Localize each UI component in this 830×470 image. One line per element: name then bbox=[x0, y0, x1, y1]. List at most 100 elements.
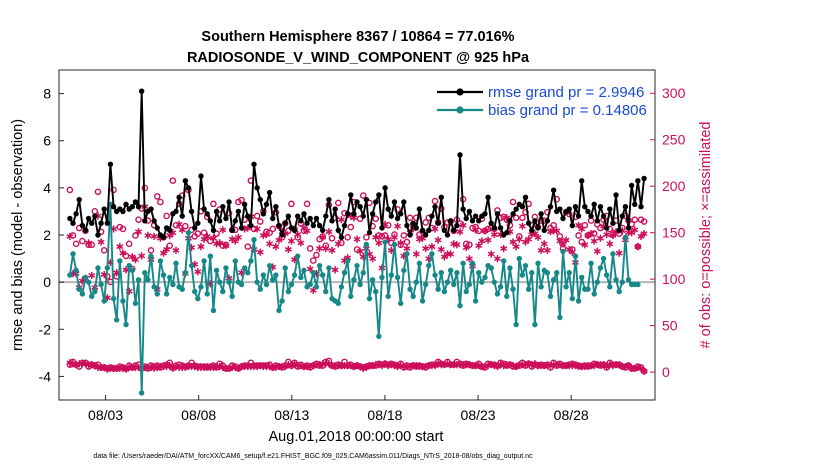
obs-possible-marker bbox=[313, 251, 320, 259]
rmse-point bbox=[329, 218, 335, 224]
bias-point bbox=[338, 284, 345, 290]
rmse-point bbox=[232, 218, 238, 224]
rmse-point bbox=[557, 206, 563, 212]
bias-point bbox=[550, 277, 557, 283]
obs-possible-marker bbox=[372, 215, 380, 223]
rmse-point bbox=[273, 204, 279, 210]
obs-assimilated-marker bbox=[565, 245, 573, 254]
obs-assimilated-marker bbox=[434, 236, 442, 244]
bias-point bbox=[326, 265, 332, 271]
obs-possible-marker bbox=[210, 200, 217, 208]
obs-assimilated-marker bbox=[456, 228, 464, 236]
obs-assimilated-marker bbox=[543, 246, 551, 254]
bias-point bbox=[301, 267, 307, 274]
rmse-point bbox=[632, 201, 638, 208]
rmse-point bbox=[594, 218, 601, 224]
obs-assimilated-marker bbox=[287, 237, 295, 245]
rmse-point bbox=[382, 185, 388, 191]
rmse-point bbox=[310, 222, 317, 229]
obs-assimilated-marker bbox=[453, 241, 461, 249]
obs-assimilated-marker bbox=[200, 235, 208, 243]
obs-assimilated-marker bbox=[319, 233, 327, 241]
rmse-point bbox=[472, 213, 479, 219]
obs-possible-marker bbox=[253, 212, 261, 220]
bias-point bbox=[572, 253, 579, 259]
rmse-point bbox=[179, 213, 185, 219]
rmse-point bbox=[357, 204, 363, 210]
obs-assimilated-marker bbox=[297, 239, 305, 247]
bias-point bbox=[591, 291, 597, 297]
bias-point bbox=[138, 390, 145, 396]
bias-point bbox=[488, 265, 494, 271]
bias-point bbox=[363, 241, 370, 248]
bias-point bbox=[463, 288, 469, 295]
rmse-point bbox=[638, 204, 644, 210]
bias-point bbox=[460, 260, 466, 266]
rmse-point bbox=[104, 220, 111, 226]
bias-point bbox=[385, 293, 391, 299]
rmse-point bbox=[610, 220, 616, 226]
bias-point bbox=[410, 293, 416, 299]
rmse-point bbox=[600, 213, 607, 219]
obs-assimilated-marker bbox=[222, 242, 230, 250]
rmse-point bbox=[476, 218, 482, 224]
bias-point bbox=[469, 260, 476, 266]
obs-assimilated-marker bbox=[356, 247, 364, 255]
rmse-point bbox=[544, 218, 551, 224]
rmse-point bbox=[307, 215, 313, 222]
rmse-point bbox=[198, 173, 204, 179]
bias-point bbox=[279, 298, 285, 304]
obs-assimilated-marker bbox=[603, 230, 611, 239]
legend-bias: bias grand pr = 0.14806 bbox=[488, 102, 647, 119]
obs-assimilated-marker bbox=[637, 364, 645, 372]
rmse-point bbox=[569, 222, 576, 229]
rmse-point bbox=[182, 178, 189, 184]
bias-point bbox=[344, 258, 351, 264]
obs-assimilated-marker bbox=[596, 234, 604, 242]
rmse-point bbox=[635, 178, 641, 184]
obs-assimilated-marker bbox=[500, 244, 508, 253]
rmse-point bbox=[142, 218, 148, 224]
bias-point bbox=[451, 281, 457, 288]
footnote: data file: /Users/raeder/DAI/ATM_forcXX/… bbox=[93, 453, 533, 460]
rmse-point bbox=[263, 201, 270, 208]
bias-point bbox=[447, 267, 454, 274]
obs-assimilated-marker bbox=[234, 233, 242, 241]
rmse-point bbox=[151, 218, 157, 224]
bias-point bbox=[154, 291, 160, 297]
obs-assimilated-marker bbox=[266, 240, 274, 248]
obs-possible-marker bbox=[512, 214, 520, 222]
bias-point bbox=[616, 288, 622, 295]
rmse-point bbox=[348, 192, 354, 198]
bias-point bbox=[585, 286, 591, 292]
bias-point bbox=[441, 288, 448, 295]
bias-point bbox=[142, 270, 148, 276]
bias-point bbox=[382, 239, 388, 245]
rmse-point bbox=[229, 227, 235, 233]
obs-assimilated-marker bbox=[493, 255, 501, 263]
rmse-point bbox=[575, 213, 582, 219]
bias-point bbox=[316, 262, 323, 269]
rmse-point bbox=[238, 225, 245, 231]
obs-assimilated-marker bbox=[119, 249, 127, 257]
bias-point bbox=[104, 265, 111, 271]
obs-possible-marker bbox=[157, 198, 164, 206]
bias-point bbox=[444, 279, 451, 285]
rmse-point bbox=[628, 182, 635, 189]
x-tick-label: 08/13 bbox=[274, 407, 309, 423]
obs-assimilated-marker bbox=[166, 362, 174, 370]
rmse-point bbox=[585, 208, 591, 215]
rmse-point bbox=[641, 175, 647, 182]
bias-point bbox=[226, 279, 232, 285]
obs-assimilated-marker bbox=[397, 239, 405, 247]
rmse-point bbox=[566, 206, 572, 212]
y2-tick-label: 100 bbox=[662, 271, 686, 287]
y-tick-label: 4 bbox=[43, 180, 51, 196]
rmse-point bbox=[285, 213, 292, 219]
bias-point bbox=[432, 272, 438, 278]
rmse-point bbox=[379, 225, 385, 231]
bias-point bbox=[603, 272, 610, 278]
bias-point bbox=[232, 258, 238, 264]
rmse-point bbox=[266, 189, 273, 196]
obs-assimilated-marker bbox=[587, 230, 595, 238]
